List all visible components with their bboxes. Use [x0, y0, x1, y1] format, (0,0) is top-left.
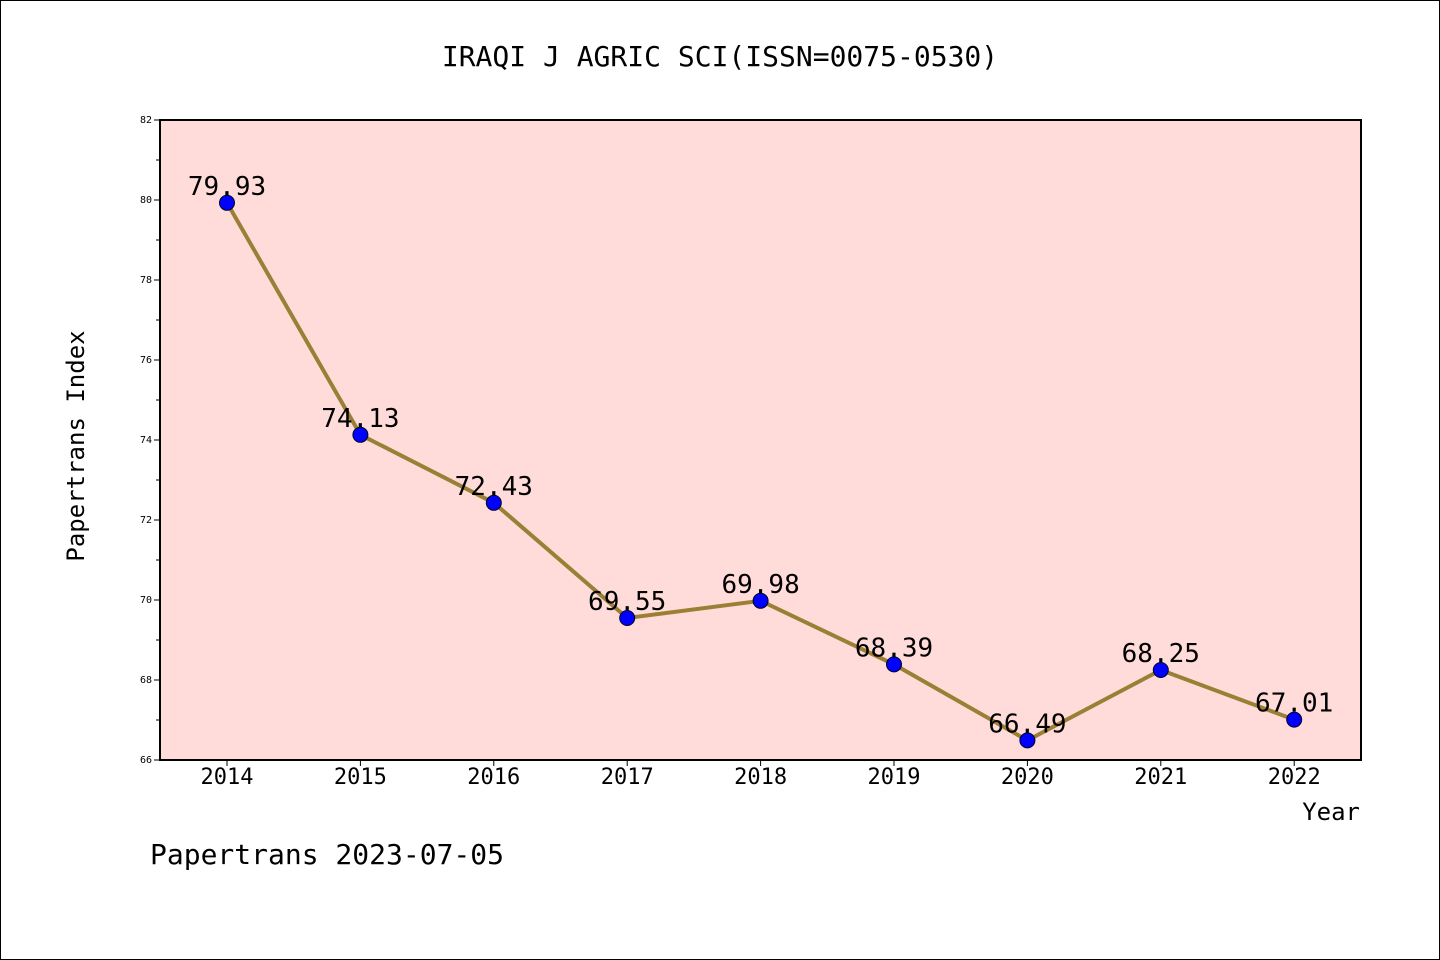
data-point-marker — [1286, 711, 1303, 728]
x-axis-label: Year — [1302, 798, 1360, 826]
y-tick-label: 70 — [140, 595, 152, 606]
data-point-label: 69.98 — [721, 570, 799, 600]
x-tick-label: 2019 — [868, 765, 921, 790]
x-tick-label: 2017 — [601, 765, 654, 790]
x-tick-label: 2020 — [1001, 765, 1054, 790]
y-tick-label: 68 — [140, 675, 152, 686]
chart-title: IRAQI J AGRIC SCI(ISSN=0075-0530) — [442, 40, 998, 73]
footer-date-stamp: Papertrans 2023-07-05 — [150, 838, 504, 871]
x-tick-label: 2022 — [1268, 765, 1321, 790]
data-point-label: 66.49 — [988, 709, 1066, 739]
data-point-marker — [886, 656, 902, 673]
y-axis: 66 68 70 72 74 76 78 80 82 — [140, 115, 160, 766]
y-tick-label: 82 — [140, 115, 152, 126]
data-point-marker — [619, 610, 636, 626]
data-point-label: 67.01 — [1255, 689, 1333, 719]
x-tick-label: 2016 — [467, 765, 520, 790]
y-tick-label: 76 — [140, 355, 152, 366]
x-tick-label: 2021 — [1134, 765, 1187, 790]
series-markers — [219, 194, 1303, 749]
x-tick-label: 2018 — [734, 765, 787, 790]
x-tick-label: 2014 — [201, 765, 254, 790]
y-tick-label: 80 — [140, 195, 152, 206]
y-tick-label: 66 — [140, 755, 152, 766]
y-axis-label: Papertrans Index — [62, 330, 90, 561]
data-point-label: 68.39 — [855, 633, 933, 663]
data-point-marker — [1019, 732, 1036, 749]
data-point-label: 69.55 — [588, 587, 666, 617]
data-point-marker — [485, 494, 502, 511]
y-tick-label: 72 — [140, 515, 152, 526]
data-point-marker — [352, 426, 369, 443]
data-point-label: 74.13 — [321, 404, 399, 434]
data-point-marker — [1152, 662, 1169, 678]
y-tick-label: 74 — [140, 435, 152, 446]
data-point-label: 68.25 — [1122, 639, 1200, 669]
data-labels: 79.93 74.13 72.43 69.55 69.98 68.39 66.49 68.25… — [188, 172, 1333, 740]
data-point-marker — [219, 194, 235, 211]
x-tick-label: 2015 — [334, 765, 387, 790]
data-point-marker — [752, 592, 769, 609]
y-tick-label: 78 — [140, 275, 152, 286]
x-axis: 2014 2015 2016 2017 2018 2019 2020 2021 2022 — [201, 760, 1321, 790]
data-point-label: 79.93 — [188, 172, 266, 202]
data-point-label: 72.43 — [455, 472, 533, 502]
